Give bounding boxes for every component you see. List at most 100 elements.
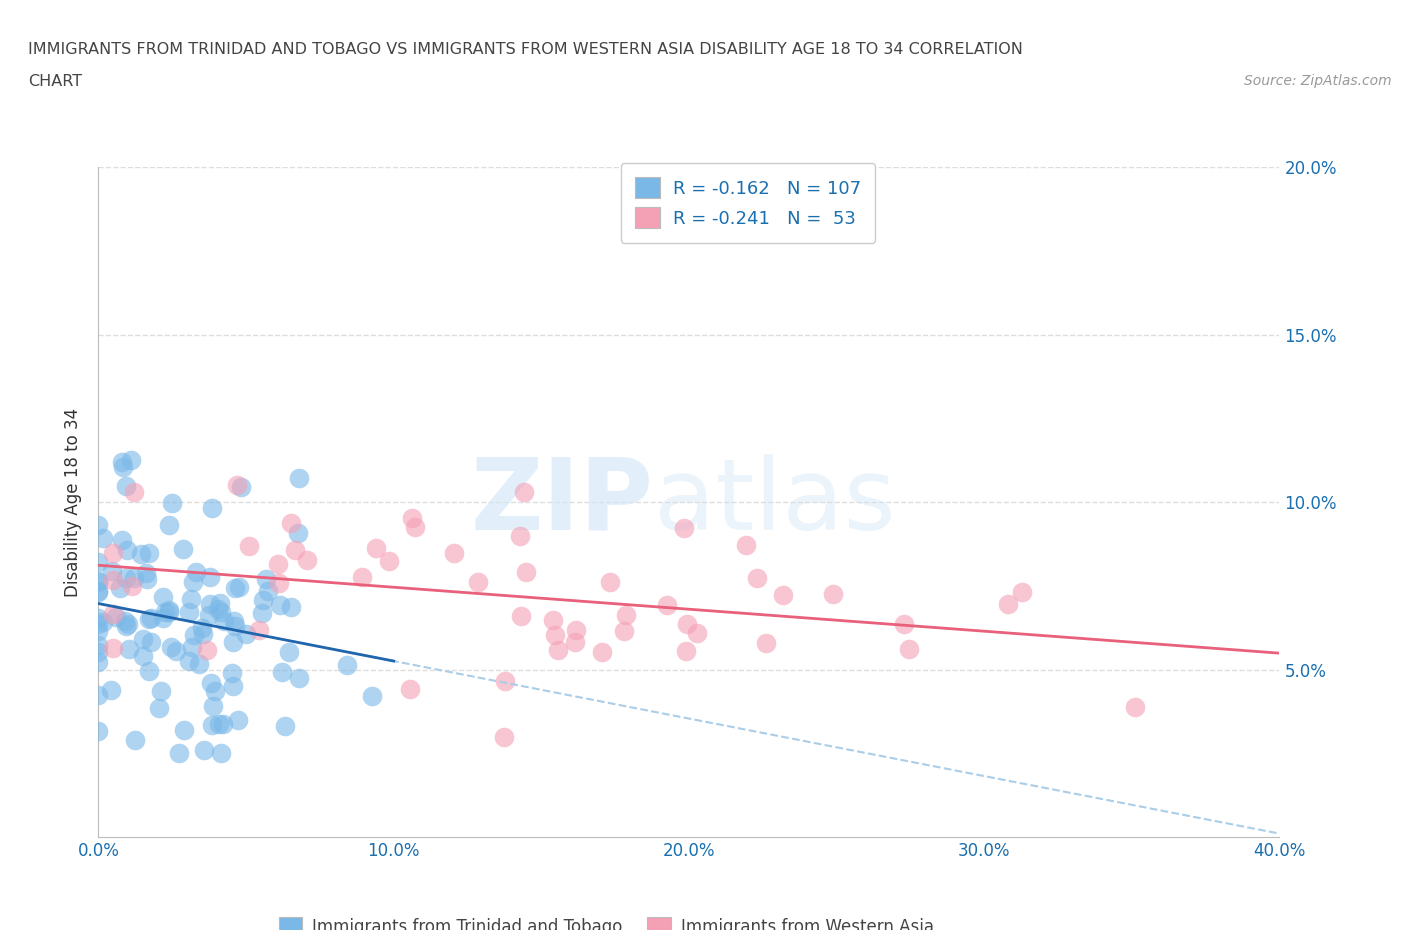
Point [148,700,170,715]
Point [685,626,707,641]
Point [898,642,921,657]
Text: atlas: atlas [654,454,896,551]
Point [207,602,229,617]
Point [87,517,110,532]
Point [221,666,243,681]
Point [591,644,613,659]
Point [747,570,769,585]
Point [191,626,214,641]
Point [267,576,290,591]
Point [138,663,160,678]
Point [117,617,139,631]
Point [115,479,138,494]
Point [512,485,534,499]
Point [209,604,232,619]
Point [235,627,257,642]
Point [187,657,209,671]
Point [138,612,160,627]
Point [208,716,231,731]
Point [212,717,235,732]
Point [224,580,246,595]
Point [149,683,172,698]
Point [108,580,131,595]
Point [115,543,138,558]
Text: ZIP: ZIP [471,454,654,551]
Point [105,609,128,624]
Point [101,564,124,578]
Point [509,529,531,544]
Point [157,518,180,533]
Point [221,679,243,694]
Point [132,648,155,663]
Point [124,732,146,747]
Point [180,640,202,655]
Point [494,673,516,688]
Point [138,545,160,560]
Point [401,511,423,525]
Point [157,605,180,620]
Point [103,607,125,622]
Point [271,665,294,680]
Point [673,521,696,536]
Point [87,554,110,569]
Point [467,575,489,590]
Y-axis label: Disability Age 18 to 34: Disability Age 18 to 34 [65,407,83,597]
Point [269,598,291,613]
Point [997,596,1019,611]
Point [87,583,110,598]
Point [288,471,311,485]
Point [198,569,221,584]
Point [135,565,157,580]
Point [87,655,110,670]
Point [120,452,142,467]
Point [87,575,110,590]
Point [252,592,274,607]
Point [772,588,794,603]
Point [212,614,235,629]
Point [111,532,134,547]
Point [238,538,260,553]
Point [288,671,311,685]
Point [209,595,232,610]
Point [103,641,125,656]
Point [91,615,114,630]
Point [228,713,250,728]
Point [135,572,157,587]
Point [183,627,205,642]
Point [198,608,221,623]
Point [157,603,180,618]
Point [547,643,569,658]
Point [509,608,531,623]
Point [599,575,621,590]
Point [544,628,567,643]
Point [114,613,136,628]
Point [231,479,253,494]
Point [378,553,401,568]
Point [361,689,384,704]
Point [515,565,537,579]
Point [103,546,125,561]
Point [87,638,110,653]
Point [87,610,110,625]
Point [755,635,778,650]
Point [152,611,174,626]
Point [179,604,201,619]
Point [87,624,110,639]
Point [115,571,138,586]
Point [257,584,280,599]
Point [177,654,200,669]
Point [494,729,516,744]
Point [112,460,135,475]
Point [564,634,586,649]
Point [121,578,143,593]
Point [404,520,426,535]
Point [821,587,844,602]
Point [139,610,162,625]
Point [278,644,301,659]
Point [204,684,226,698]
Legend: Immigrants from Trinidad and Tobago, Immigrants from Western Asia: Immigrants from Trinidad and Tobago, Imm… [267,906,945,930]
Point [132,631,155,646]
Point [87,584,110,599]
Point [280,515,302,530]
Point [565,622,588,637]
